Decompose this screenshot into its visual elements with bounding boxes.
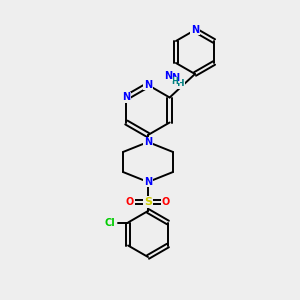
Text: O: O <box>126 197 134 207</box>
Text: N: N <box>144 80 152 90</box>
Text: N: N <box>122 92 130 103</box>
Text: N: N <box>191 25 199 35</box>
Text: N: N <box>171 73 179 83</box>
Text: S: S <box>144 197 152 207</box>
Text: O: O <box>162 197 170 207</box>
Text: H: H <box>176 79 184 88</box>
Text: N: N <box>164 71 172 81</box>
Text: Cl: Cl <box>105 218 116 227</box>
Text: N: N <box>144 177 152 187</box>
Text: H: H <box>171 77 178 86</box>
Text: N: N <box>144 137 152 147</box>
